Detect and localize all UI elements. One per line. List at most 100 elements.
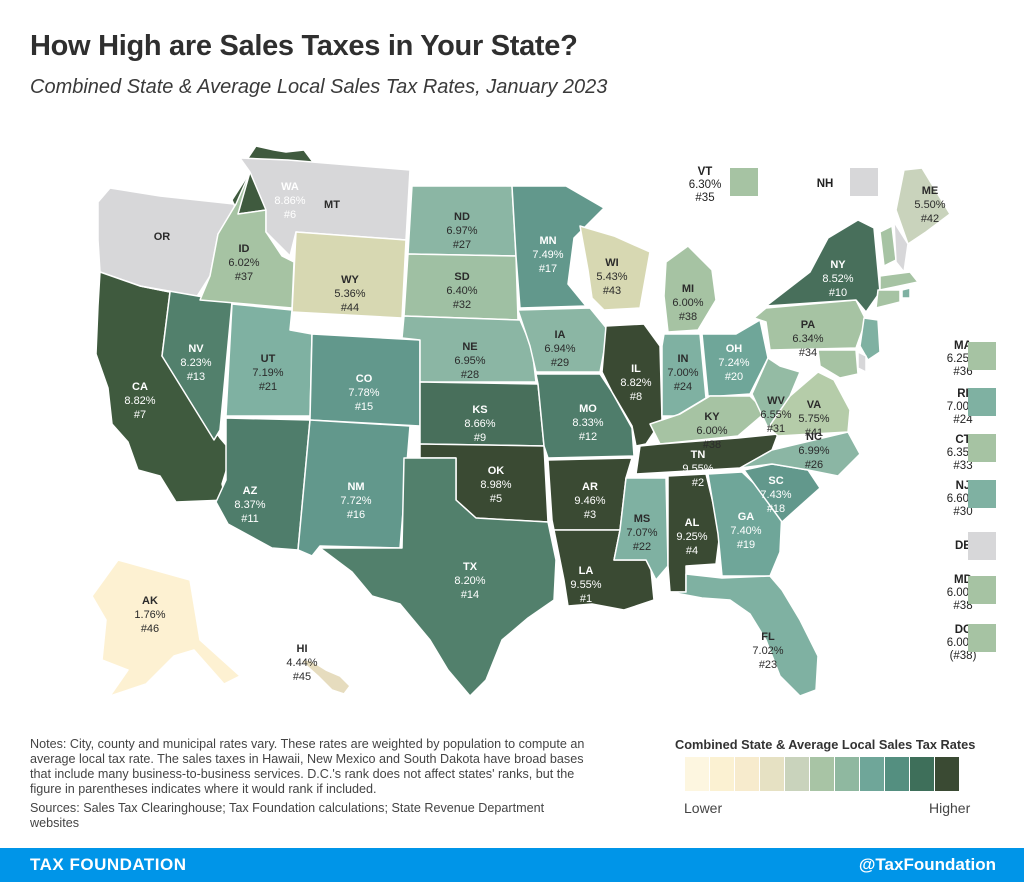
- legend-swatch-3: [760, 757, 784, 791]
- state-label-wy-rank: #44: [341, 302, 359, 314]
- callout-rank: #36: [953, 366, 973, 378]
- state-label-pa-rank: #34: [799, 347, 817, 359]
- footer-handle[interactable]: @TaxFoundation: [858, 855, 996, 874]
- callout-rank: #38: [953, 600, 973, 612]
- state-label-la-rate: 9.55%: [570, 579, 601, 591]
- state-label-ca-abbr: CA: [132, 381, 148, 393]
- callout-abbr: MA: [954, 340, 972, 352]
- notes-section: Notes: City, county and municipal rates …: [30, 737, 590, 835]
- state-label-ga-rank: #19: [737, 539, 755, 551]
- state-label-wv-abbr: WV: [767, 395, 785, 407]
- state-label-az-rank: #11: [241, 513, 259, 525]
- state-label-il-rank: #8: [630, 391, 642, 403]
- state-label-ca-rate: 8.82%: [124, 395, 155, 407]
- state-ct: [875, 289, 901, 309]
- state-label-tx-rate: 8.20%: [454, 575, 485, 587]
- state-nc: [739, 431, 861, 477]
- state-label-ne-abbr: NE: [462, 341, 477, 353]
- state-label-oh-abbr: OH: [726, 343, 743, 355]
- state-label-tn-abbr: TN: [691, 449, 706, 461]
- state-label-ks-abbr: KS: [472, 404, 487, 416]
- state-label-wy-rate: 5.36%: [334, 288, 365, 300]
- state-hi: [299, 659, 351, 695]
- legend-swatch-4: [785, 757, 809, 791]
- state-label-ok-rate: 8.98%: [480, 479, 511, 491]
- callout-swatch-ma: [968, 342, 996, 370]
- state-label-pa-abbr: PA: [801, 319, 816, 331]
- state-label-hi-rank: #45: [293, 671, 311, 683]
- state-label-id-rate: 6.02%: [228, 257, 259, 269]
- state-label-wa-abbr: WA: [281, 181, 299, 193]
- state-label-hi-abbr: HI: [297, 643, 308, 655]
- state-label-ky-abbr: KY: [704, 411, 720, 423]
- state-label-sc-rank: #18: [767, 503, 785, 515]
- legend-swatch-7: [860, 757, 884, 791]
- callout-abbr: RI: [957, 388, 969, 400]
- state-label-ky-rank: #38: [703, 439, 721, 451]
- state-label-in-rate: 7.00%: [667, 367, 698, 379]
- callout-swatch-md: [968, 576, 996, 604]
- footer-brand: TAX FOUNDATION: [30, 855, 187, 874]
- state-label-ok-rank: #5: [490, 493, 502, 505]
- state-label-wi-rank: #43: [603, 285, 621, 297]
- state-ri: [901, 287, 911, 299]
- state-label-mn-rank: #17: [539, 263, 557, 275]
- state-de: [857, 351, 867, 373]
- state-label-sd-rate: 6.40%: [446, 285, 477, 297]
- state-label-ny-rate: 8.52%: [822, 273, 853, 285]
- state-vt: [879, 225, 897, 267]
- state-ia: [517, 307, 609, 373]
- page-title: How High are Sales Taxes in Your State?: [30, 30, 578, 62]
- state-mn: [511, 185, 605, 309]
- state-nj: [859, 317, 881, 361]
- state-label-me-rate: 5.50%: [914, 199, 945, 211]
- callout-abbr: DC: [954, 624, 972, 636]
- state-label-hi-rate: 4.44%: [286, 657, 317, 669]
- state-label-sd-rank: #32: [453, 299, 471, 311]
- state-label-va-rank: #41: [805, 427, 823, 439]
- state-label-ny-rank: #10: [829, 287, 847, 299]
- legend-high-label: Higher: [929, 800, 971, 816]
- state-label-ms-rank: #22: [633, 541, 651, 553]
- state-label-mn-rate: 7.49%: [532, 249, 563, 261]
- state-label-nd-rate: 6.97%: [446, 225, 477, 237]
- callout-rank: #24: [953, 414, 973, 426]
- callout-rate: 6.30%: [688, 179, 722, 191]
- callout-abbr: NH: [816, 178, 834, 190]
- state-label-ak-rank: #46: [141, 623, 159, 635]
- callout-swatch-nh: [850, 168, 878, 196]
- state-label-il-abbr: IL: [631, 363, 641, 375]
- state-ne: [401, 315, 537, 383]
- callout-abbr: MD: [954, 574, 972, 586]
- state-label-oh-rate: 7.24%: [718, 357, 749, 369]
- callout-rank: #35: [695, 192, 715, 204]
- state-label-in-abbr: IN: [678, 353, 689, 365]
- state-il: [601, 323, 663, 447]
- state-label-ne-rank: #28: [461, 369, 479, 381]
- legend-swatch-1: [710, 757, 734, 791]
- state-label-ga-abbr: GA: [738, 511, 755, 523]
- state-label-nd-abbr: ND: [454, 211, 470, 223]
- callout-vt: VT 6.30% #35: [680, 166, 730, 205]
- footer-bar: TAX FOUNDATION @TaxFoundation: [0, 848, 1024, 882]
- state-wv: [751, 357, 801, 429]
- state-label-nv-abbr: NV: [188, 343, 204, 355]
- state-label-nc-abbr: NC: [806, 431, 822, 443]
- state-label-ky-rate: 6.00%: [696, 425, 727, 437]
- state-label-wa-rank: #6: [284, 209, 296, 221]
- callout-nh: NH: [800, 178, 850, 191]
- legend-swatch-5: [810, 757, 834, 791]
- state-label-ak-rate: 1.76%: [134, 609, 165, 621]
- state-label-ar-abbr: AR: [582, 481, 598, 493]
- state-label-sc-rate: 7.43%: [760, 489, 791, 501]
- callout-rank: #30: [953, 506, 973, 518]
- state-label-ia-abbr: IA: [555, 329, 566, 341]
- state-label-ut-rank: #21: [259, 381, 277, 393]
- state-label-sd-abbr: SD: [454, 271, 469, 283]
- state-ny: [765, 219, 881, 313]
- legend-swatch-6: [835, 757, 859, 791]
- state-label-il-rate: 8.82%: [620, 377, 651, 389]
- state-md: [817, 349, 859, 379]
- state-label-ny-abbr: NY: [830, 259, 846, 271]
- state-label-nv-rate: 8.23%: [180, 357, 211, 369]
